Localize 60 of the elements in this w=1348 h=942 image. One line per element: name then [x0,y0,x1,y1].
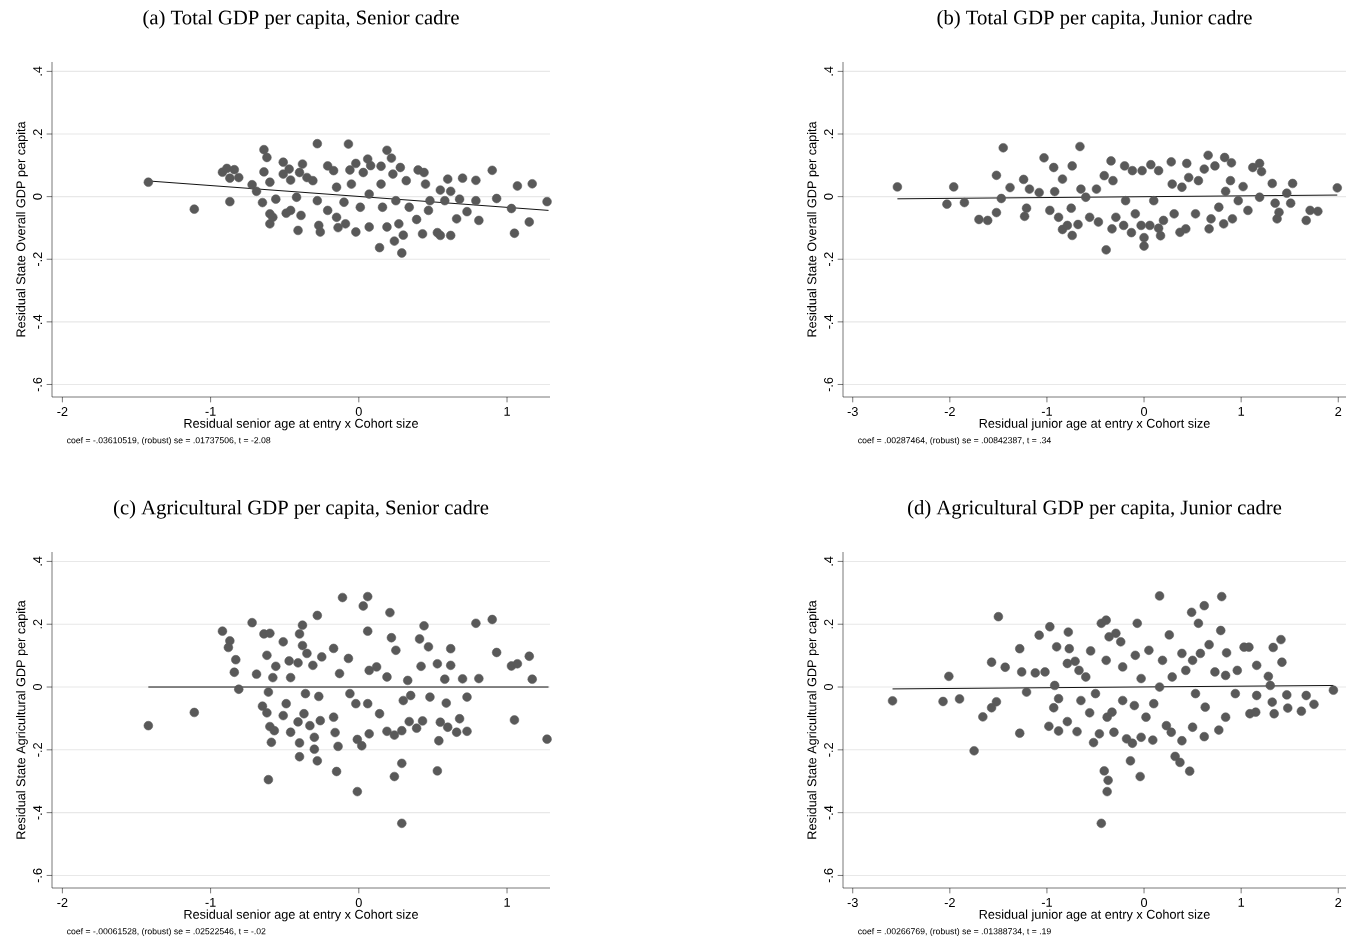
x-tick-label: -1 [205,407,216,416]
y-tick-label: .4 [824,66,833,76]
x-tick-label: 0 [355,407,362,417]
x-tick-label: 0 [1141,898,1148,908]
y-tick-label: .2 [824,129,833,139]
y-tick-label: -.4 [824,314,833,329]
text: coef = .00287464, (robust) se = .00842387, t = .34 [858,436,1051,446]
x-tick-label: -3 [847,407,858,417]
x-tick-label: -1 [205,898,216,907]
x-tick-label: -2 [57,898,68,907]
x-tick-label: -2 [944,898,955,907]
x-tick-label: 1 [1238,898,1245,907]
x-tick-label: 1 [504,407,510,416]
x-tick-label: 0 [355,898,362,908]
y-axis-title: Residual State Agricultural GDP per capita [16,600,28,839]
x-tick-label: -2 [57,407,68,416]
x-tick-label: -3 [847,898,858,908]
y-tick-label: -.6 [824,377,833,392]
y-tick-label: -.2 [33,252,42,267]
y-tick-label: .4 [824,556,833,566]
y-tick-label: -.4 [33,805,42,820]
y-tick-label: 0 [824,193,833,200]
y-tick-label: -.6 [824,868,833,883]
x-tick-label: 1 [504,898,510,907]
y-tick-label: .2 [33,619,42,629]
y-tick-label: -.6 [32,868,42,883]
y-tick-label: 0 [32,193,42,200]
x-tick-label: 1 [1238,407,1245,416]
y-tick-label: .2 [824,619,833,629]
y-tick-label: -.2 [33,743,42,757]
y-tick-label: -.4 [824,805,833,820]
y-tick-label: -.2 [824,743,833,757]
chart-title: (d) Agricultural GDP per capita, Junior cadre [908,499,1282,519]
x-tick-label: 0 [1141,407,1148,417]
x-axis-title: Residual senior age at entry x Cohort size [184,418,418,431]
text: coef = -.03610519, (robust) se = .01737506, t = -2.08 [67,436,271,446]
text: coef = .00266769, (robust) se = .01388734, t = .19 [858,927,1051,937]
y-tick-label: .4 [33,66,42,76]
chart-title: (c) Agricultural GDP per capita, Senior cadre [113,499,489,519]
y-tick-label: -.6 [32,377,42,392]
x-tick-label: -1 [1041,898,1052,907]
y-tick-label: -.2 [824,252,833,267]
x-tick-label: -2 [944,407,955,416]
y-axis-title: Residual State Overall GDP per capita [16,121,28,337]
x-axis-title: Residual junior age at entry x Cohort size [979,418,1210,431]
y-tick-label: .4 [33,556,42,566]
chart-title: (a) Total GDP per capita, Senior cadre [143,9,459,29]
x-tick-label: 2 [1335,407,1342,416]
chart-title: (b) Total GDP per capita, Junior cadre [937,9,1252,29]
x-axis-title: Residual junior age at entry x Cohort size [979,909,1210,922]
y-tick-label: 0 [32,684,42,691]
x-tick-label: -1 [1041,407,1052,416]
y-tick-label: -.4 [33,314,42,329]
y-tick-label: 0 [824,684,833,691]
y-axis-title: Residual State Agricultural GDP per capita [807,600,819,839]
y-axis-title: Residual State Overall GDP per capita [807,121,819,337]
x-axis-title: Residual senior age at entry x Cohort size [184,909,418,922]
x-tick-label: 2 [1335,898,1342,907]
y-tick-label: .2 [33,129,42,139]
text: coef = -.00061528, (robust) se = .02522546, t = -.02 [67,927,266,937]
